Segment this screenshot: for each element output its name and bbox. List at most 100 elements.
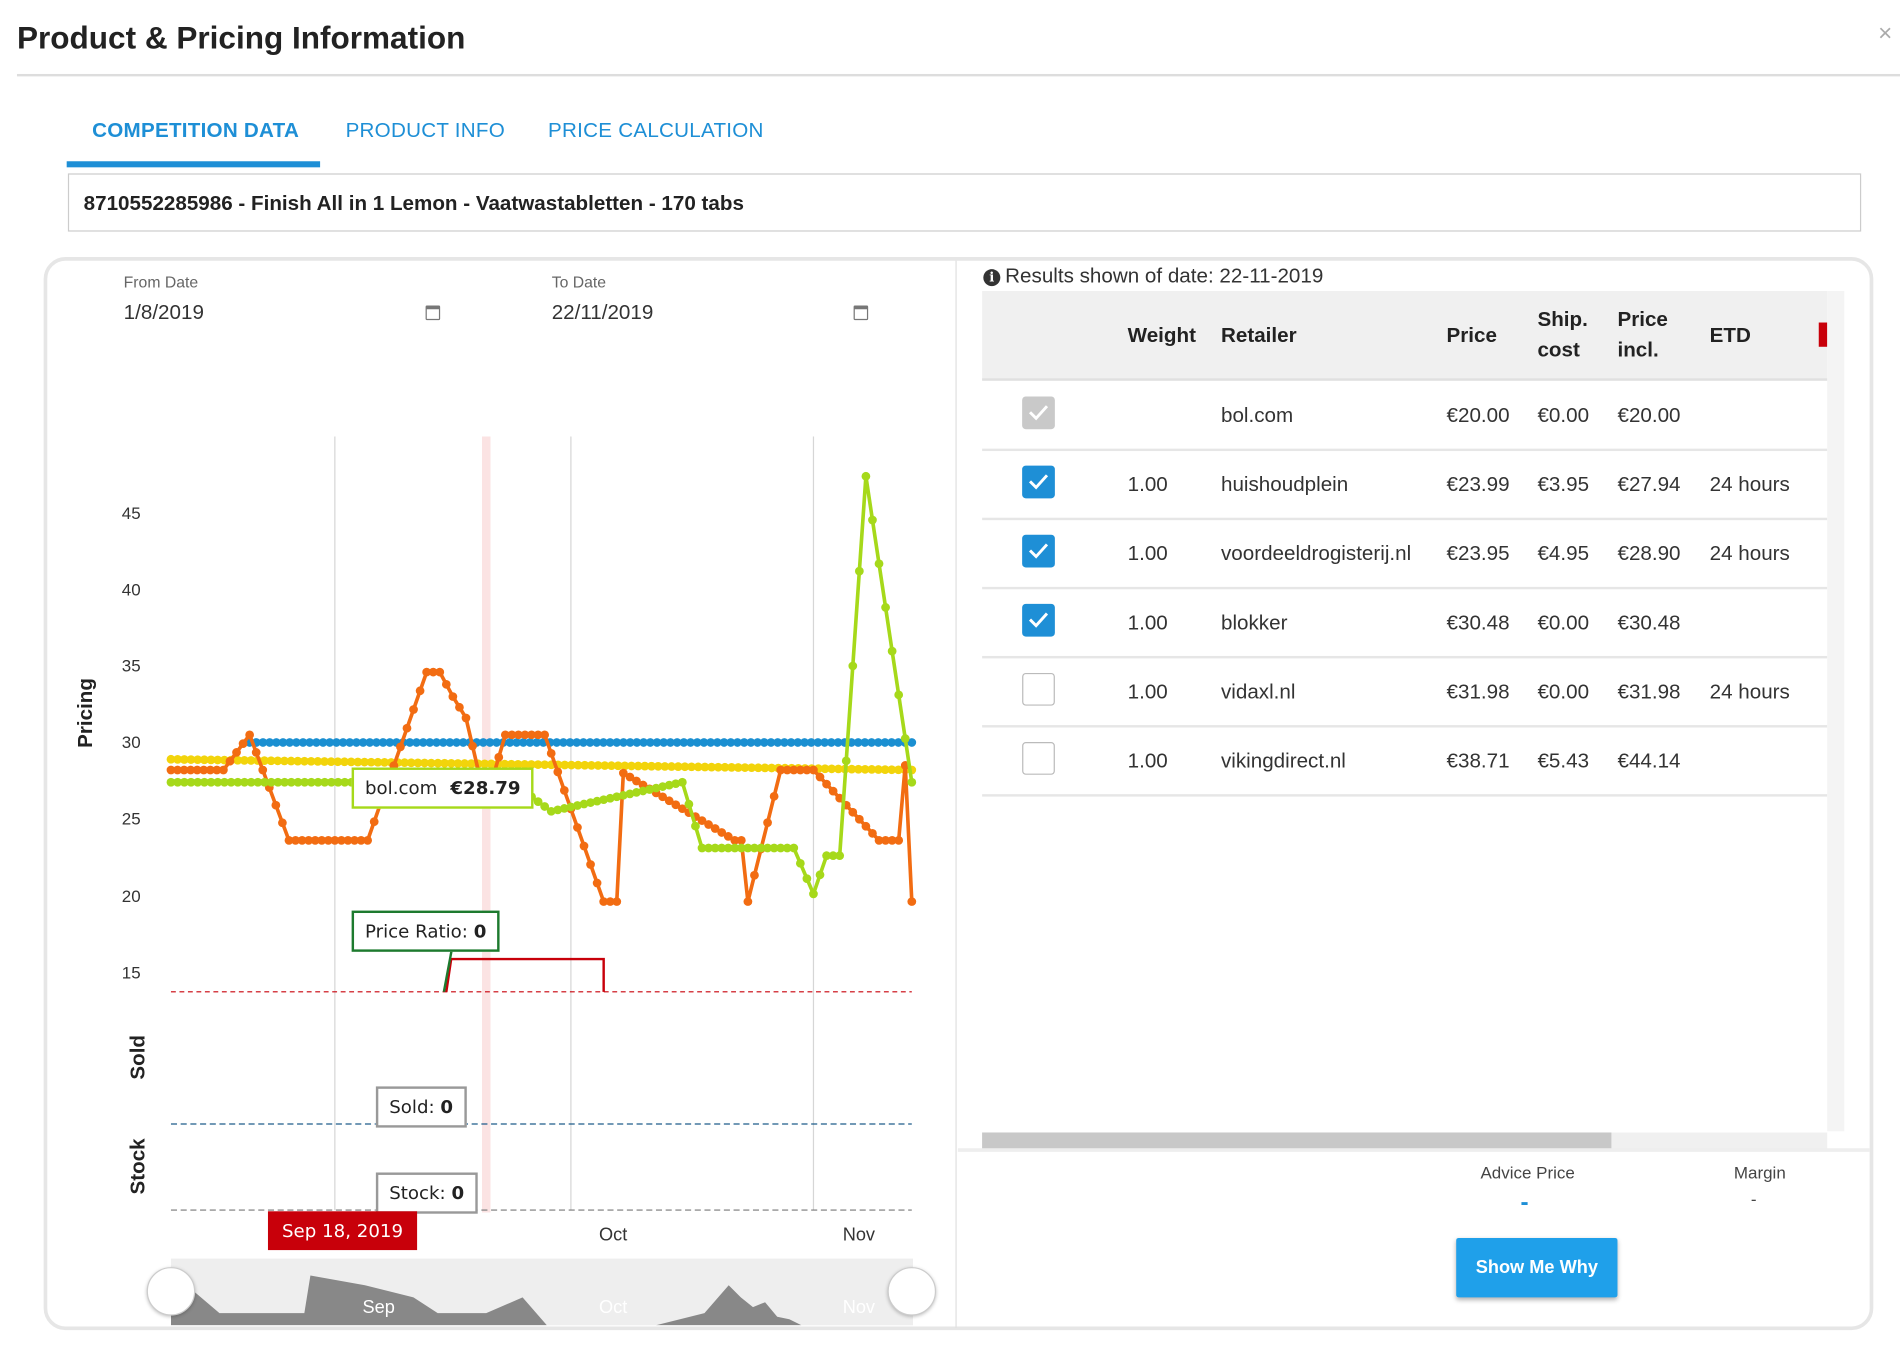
data-point (285, 738, 295, 747)
col-incl-1[interactable]: Price (1617, 307, 1668, 332)
title-divider (16, 73, 1900, 77)
data-point (366, 757, 376, 767)
data-point (612, 897, 622, 906)
col-price[interactable]: Price (1446, 323, 1497, 347)
data-point (206, 777, 216, 787)
data-point (763, 843, 772, 853)
cell-retailer: voordeeldrogisterij.nl (1220, 541, 1412, 566)
data-point (795, 765, 805, 775)
cell-weight: 1.00 (1127, 680, 1168, 704)
col-retailer[interactable]: Retailer (1220, 323, 1297, 347)
data-point (809, 765, 818, 775)
col-etd[interactable]: ETD (1709, 323, 1751, 347)
data-point (278, 738, 288, 747)
col-ship-1[interactable]: Ship. (1537, 307, 1588, 332)
data-point (587, 761, 596, 770)
data-point (559, 804, 569, 813)
data-point (700, 762, 710, 772)
row-checkbox[interactable] (1022, 534, 1055, 568)
calendar-icon[interactable] (425, 305, 441, 321)
row-checkbox[interactable] (1022, 742, 1055, 775)
data-point (776, 843, 786, 853)
data-point (320, 777, 330, 787)
tab-competition-data[interactable]: COMPETITION DATA (92, 118, 300, 142)
cell-retailer: vikingdirect.nl (1220, 749, 1346, 773)
scrollbar-thumb[interactable] (982, 1132, 1612, 1150)
data-point (567, 760, 576, 770)
data-point (586, 798, 595, 807)
data-point (710, 843, 720, 853)
pricing-chart[interactable] (0, 0, 958, 1334)
data-point (238, 739, 248, 748)
data-point (400, 758, 409, 768)
data-point (786, 738, 796, 747)
data-point (245, 730, 255, 740)
data-point (312, 738, 321, 747)
data-point (280, 777, 289, 787)
data-point (894, 690, 904, 700)
row-checkbox[interactable] (1022, 672, 1055, 706)
price-ratio-line (445, 957, 605, 993)
advice-divider (957, 1148, 1870, 1152)
data-point (260, 777, 269, 787)
data-point (684, 799, 694, 809)
navigator-left-handle[interactable] (146, 1267, 196, 1316)
data-point (907, 897, 917, 906)
navigator-right-handle[interactable] (887, 1267, 937, 1316)
y-tick-label: 45 (121, 503, 141, 523)
data-point (513, 759, 523, 769)
cell-incl: €20.00 (1617, 403, 1681, 427)
col-weight[interactable]: Weight (1127, 323, 1196, 347)
data-point (317, 836, 327, 845)
data-point (350, 836, 359, 845)
data-point (730, 836, 740, 845)
tab-price-calculation[interactable]: PRICE CALCULATION (548, 118, 764, 142)
data-point (446, 758, 456, 768)
from-date-input[interactable]: 1/8/2019 (123, 300, 204, 324)
data-point (822, 779, 831, 789)
cell-incl: €31.98 (1617, 680, 1681, 704)
data-point (206, 755, 216, 765)
data-point (468, 741, 477, 751)
cell-weight: 1.00 (1127, 541, 1168, 566)
data-point (179, 765, 189, 775)
data-point (592, 738, 602, 747)
data-point (166, 777, 176, 787)
data-point (485, 738, 495, 747)
product-field[interactable]: 8710552285986 - Finish All in 1 Lemon - … (67, 173, 1862, 232)
data-point (305, 738, 315, 747)
data-point (613, 761, 623, 771)
data-point (605, 738, 615, 747)
data-point (413, 758, 423, 768)
data-point (793, 738, 803, 747)
data-point (179, 777, 189, 787)
data-point (612, 792, 622, 802)
data-point (841, 756, 851, 766)
data-point (326, 757, 336, 766)
data-point (193, 755, 203, 765)
data-point (166, 754, 176, 764)
show-me-why-button[interactable]: Show Me Why (1456, 1237, 1618, 1298)
data-point (553, 767, 563, 777)
close-icon[interactable]: × (1878, 20, 1893, 48)
row-checkbox[interactable] (1022, 465, 1055, 499)
data-point (192, 765, 202, 775)
advice-price-value: - (1520, 1189, 1529, 1217)
data-point (659, 738, 669, 747)
calendar-icon[interactable] (853, 305, 869, 321)
tab-product-info[interactable]: PRODUCT INFO (345, 118, 505, 142)
data-point (730, 843, 740, 853)
x-tick-oct: Oct (598, 1224, 628, 1246)
horizontal-scrollbar[interactable] (982, 1132, 1828, 1150)
data-point (338, 738, 348, 747)
cell-retailer: huishoudplein (1220, 472, 1349, 496)
sold-tooltip-value: 0 (440, 1096, 454, 1118)
data-point (310, 836, 320, 845)
cell-ship: €0.00 (1537, 403, 1590, 427)
to-date-input[interactable]: 22/11/2019 (551, 300, 654, 324)
data-point (291, 738, 301, 747)
vertical-scrollbar[interactable] (1827, 291, 1845, 1132)
row-checkbox[interactable] (1022, 603, 1055, 637)
data-point (353, 757, 363, 767)
data-point (579, 841, 589, 851)
